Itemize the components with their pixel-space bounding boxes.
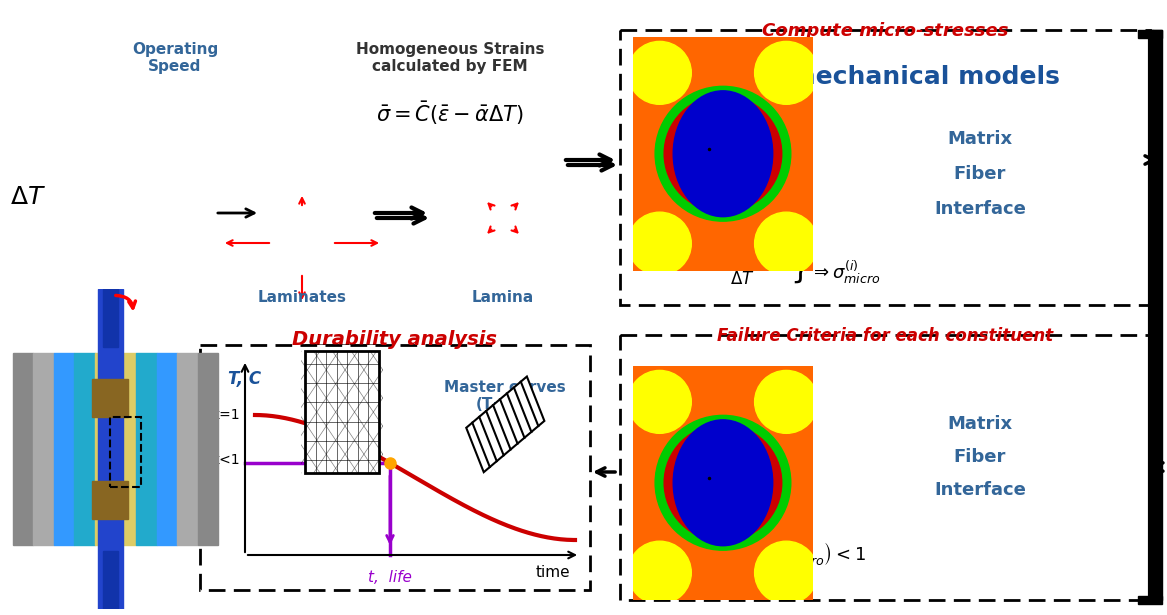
Text: predict life: predict life <box>50 463 160 481</box>
Text: Matrix: Matrix <box>948 415 1013 433</box>
FancyBboxPatch shape <box>620 30 1149 305</box>
Text: Fiber: Fiber <box>953 448 1006 466</box>
FancyBboxPatch shape <box>620 335 1149 600</box>
FancyBboxPatch shape <box>20 443 189 502</box>
Text: Homogeneous Strains
calculated by FEM: Homogeneous Strains calculated by FEM <box>356 42 544 74</box>
Text: Failure Criteria for each constituent: Failure Criteria for each constituent <box>717 327 1053 345</box>
Text: Master curves
(T=T0): Master curves (T=T0) <box>445 380 566 413</box>
Bar <box>1138 596 1162 604</box>
Text: time: time <box>536 565 569 580</box>
Text: $\}$: $\}$ <box>790 253 808 285</box>
Text: Matrix: Matrix <box>948 130 1013 148</box>
Text: T, C: T, C <box>228 370 261 388</box>
Text: $\bar{\sigma}=\bar{C}\left(\bar{\varepsilon}-\bar{\alpha}\Delta T\right)$: $\bar{\sigma}=\bar{C}\left(\bar{\varepsi… <box>376 100 524 127</box>
Text: Durability analysis: Durability analysis <box>293 330 497 349</box>
Text: k<1: k<1 <box>212 453 240 467</box>
Text: $\Rightarrow \sigma_{micro}^{(i)}$: $\Rightarrow \sigma_{micro}^{(i)}$ <box>810 258 881 285</box>
Text: $F\!\left(\sigma_{micro}^{(i)}\right)<1$: $F\!\left(\sigma_{micro}^{(i)}\right)<1$ <box>760 540 866 568</box>
Text: $\Delta T$: $\Delta T$ <box>731 270 755 288</box>
Text: t,  life: t, life <box>368 570 412 585</box>
Text: Fiber: Fiber <box>953 165 1006 183</box>
Bar <box>1138 30 1162 38</box>
Text: Laminates: Laminates <box>258 290 347 305</box>
Text: micromechanical models: micromechanical models <box>710 65 1060 89</box>
Text: k=1: k=1 <box>212 408 240 422</box>
Text: Lamina: Lamina <box>471 290 534 305</box>
FancyBboxPatch shape <box>200 345 591 590</box>
Text: Compute micro-stresses: Compute micro-stresses <box>762 22 1008 40</box>
Text: Interface: Interface <box>934 481 1026 499</box>
Text: Interface: Interface <box>934 200 1026 218</box>
Text: $\Delta T$: $\Delta T$ <box>11 185 46 209</box>
Bar <box>1149 30 1162 600</box>
Text: Operating
Speed: Operating Speed <box>132 42 218 74</box>
Text: $\bar{\sigma}_{macro}$: $\bar{\sigma}_{macro}$ <box>731 248 778 268</box>
